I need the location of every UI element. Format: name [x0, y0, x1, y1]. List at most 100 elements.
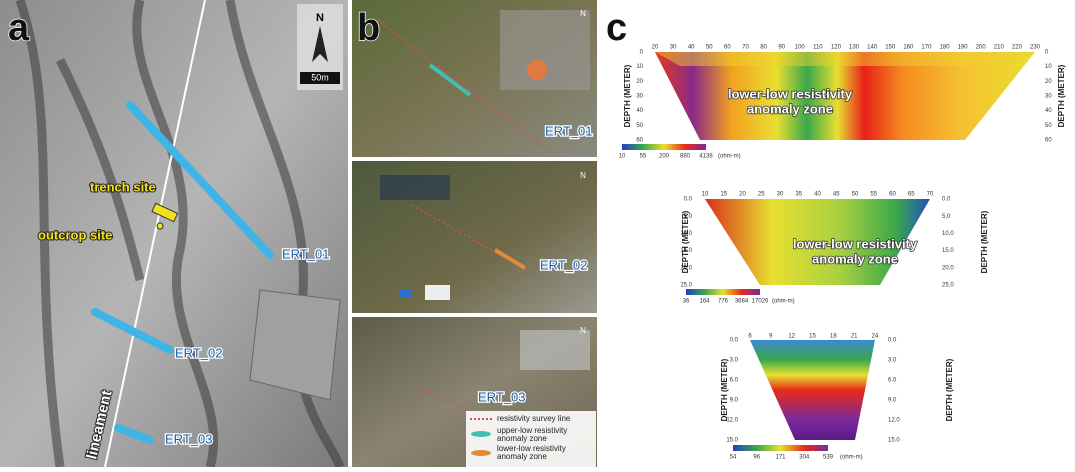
outcrop-label: outcrop site	[38, 227, 112, 242]
depth-tick: 50	[1045, 123, 1052, 129]
resistivity-section	[750, 340, 875, 440]
building	[400, 290, 412, 298]
depth-tick: 40	[1045, 108, 1052, 114]
depth-tick: 15.0	[942, 248, 954, 254]
panel-label: b	[357, 7, 380, 49]
depth-tick: 0.0	[730, 338, 739, 344]
colorbar-tick: 17026	[752, 299, 769, 305]
distance-tick: 30	[777, 192, 784, 198]
distance-tick: 15	[809, 334, 816, 340]
distance-tick: 170	[921, 45, 932, 51]
depth-tick: 0	[1045, 50, 1049, 56]
distance-tick: 180	[940, 45, 951, 51]
distance-tick: 12	[788, 334, 795, 340]
terrace	[250, 290, 340, 400]
colorbar	[622, 144, 706, 150]
depth-tick: 9.0	[888, 398, 897, 404]
ert-label: ERT_01	[282, 246, 329, 261]
depth-tick: 12.0	[888, 418, 900, 424]
colorbar-tick: 54	[730, 455, 737, 461]
resistivity-section	[655, 52, 1035, 66]
depth-tick: 3.0	[730, 358, 739, 364]
depth-title: DEPTH (METER)	[623, 64, 632, 127]
depth-tick: 25.0	[942, 283, 954, 289]
colorbar-unit: (ohm-m)	[718, 154, 741, 160]
distance-tick: 50	[852, 192, 859, 198]
depth-tick: 9.0	[730, 398, 739, 404]
distance-tick: 140	[867, 45, 878, 51]
anomaly-label: lower-low resistivity	[793, 236, 918, 251]
depth-title: DEPTH (METER)	[980, 210, 989, 273]
distance-tick: 60	[889, 192, 896, 198]
depth-tick: 15.0	[726, 438, 738, 444]
colorbar	[733, 445, 828, 451]
colorbar	[686, 289, 760, 295]
distance-tick: 110	[813, 45, 823, 51]
depth-tick: 0.0	[888, 338, 897, 344]
distance-tick: 65	[908, 192, 915, 198]
distance-tick: 9	[769, 334, 773, 340]
distance-tick: 25	[758, 192, 765, 198]
panel-b: b ERT_01 ERT_02 ERT_03 N N N resistivity…	[352, 0, 597, 467]
panel-label: c	[606, 7, 627, 49]
north-label: N	[316, 12, 324, 24]
north-label: N	[580, 9, 586, 18]
building	[520, 330, 590, 370]
distance-tick: 40	[688, 45, 695, 51]
legend-label: resistivity survey line	[497, 414, 571, 423]
legend-swatch	[471, 450, 491, 456]
depth-title: DEPTH (METER)	[681, 210, 690, 273]
depth-title: DEPTH (METER)	[720, 358, 729, 421]
panel-label: a	[8, 7, 30, 49]
depth-title: DEPTH (METER)	[1057, 64, 1066, 127]
distance-tick: 55	[870, 192, 877, 198]
colorbar-tick: 539	[823, 455, 834, 461]
distance-tick: 50	[706, 45, 713, 51]
depth-tick: 50	[636, 123, 643, 129]
distance-tick: 100	[795, 45, 806, 51]
colorbar-tick: 200	[659, 154, 670, 160]
distance-tick: 230	[1030, 45, 1041, 51]
depth-tick: 0	[640, 50, 644, 56]
colorbar-tick: 4138	[699, 154, 713, 160]
colorbar-tick: 10	[619, 154, 626, 160]
depth-tick: 15.0	[888, 438, 900, 444]
distance-tick: 200	[976, 45, 987, 51]
ert-label: ERT_02	[540, 257, 587, 272]
depth-tick: 3.0	[888, 358, 897, 364]
colorbar-tick: 304	[799, 455, 810, 461]
outcrop-marker	[157, 223, 163, 229]
colorbar-tick: 164	[699, 299, 710, 305]
colorbar-tick: 36	[683, 299, 690, 305]
colorbar-tick: 3684	[735, 299, 749, 305]
depth-tick: 6.0	[888, 378, 897, 384]
distance-tick: 35	[795, 192, 802, 198]
panel-a: a trench site outcrop site ERT_01 ERT_02…	[0, 0, 348, 467]
legend-swatch	[471, 431, 491, 437]
distance-tick: 130	[849, 45, 860, 51]
depth-tick: 60	[1045, 138, 1052, 144]
trench-label: trench site	[90, 179, 156, 194]
depth-tick: 25.0	[680, 283, 692, 289]
distance-tick: 120	[831, 45, 842, 51]
north-label: N	[580, 171, 586, 180]
depth-tick: 20	[1045, 79, 1052, 85]
distance-tick: 20	[739, 192, 746, 198]
distance-tick: 160	[903, 45, 914, 51]
colorbar-tick: 96	[753, 455, 760, 461]
distance-tick: 40	[814, 192, 821, 198]
anomaly-label: anomaly zone	[812, 251, 898, 266]
depth-title: DEPTH (METER)	[945, 358, 954, 421]
distance-tick: 150	[885, 45, 896, 51]
anomaly-label: lower-low resistivity	[728, 86, 853, 101]
colorbar-tick: 860	[680, 154, 691, 160]
scale-label: 50m	[311, 72, 329, 82]
distance-tick: 30	[670, 45, 677, 51]
depth-tick: 20.0	[942, 265, 954, 271]
colorbar-unit: (ohm-m)	[840, 455, 863, 461]
distance-tick: 210	[994, 45, 1005, 51]
ert-label: ERT_02	[175, 345, 222, 360]
colorbar-tick: 776	[718, 299, 729, 305]
depth-tick: 0.0	[942, 197, 951, 203]
colorbar-unit: (ohm-m)	[772, 299, 795, 305]
